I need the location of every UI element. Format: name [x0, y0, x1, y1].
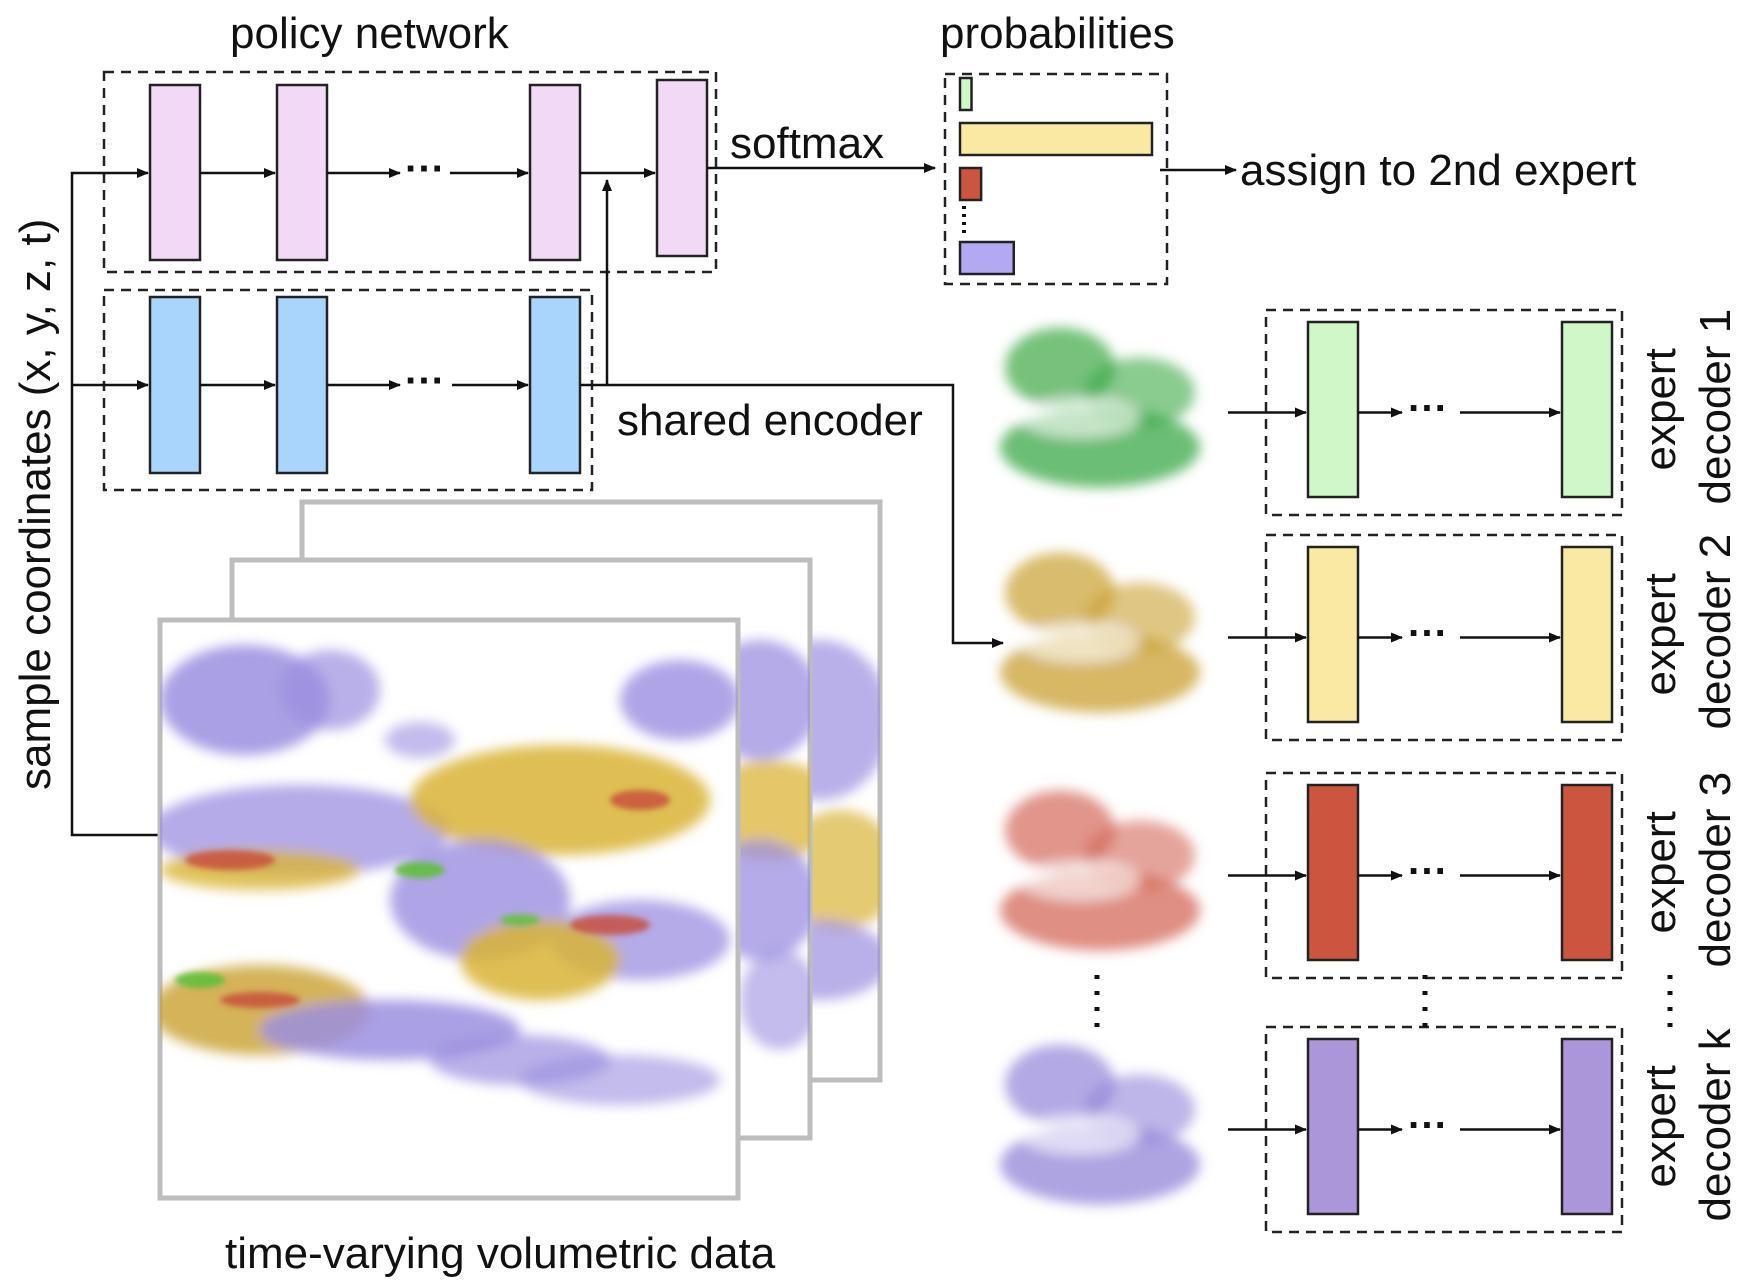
policy-layer-2	[275, 83, 329, 262]
expert-render-1	[1000, 327, 1200, 488]
expert-layer-last-2	[1560, 545, 1614, 724]
encoder-layer-2	[275, 295, 329, 475]
policy-layer-3	[528, 83, 582, 262]
expert-layer-first-4	[1306, 1037, 1360, 1216]
expert-label-1: expert	[1636, 348, 1685, 470]
expert-render-2	[1000, 552, 1200, 713]
assign-label: assign to 2nd expert	[1240, 146, 1636, 195]
expert-decoder-box-2	[1264, 533, 1624, 742]
decoder-label-1: decoder 1	[1691, 309, 1740, 505]
policy-network-title: policy network	[230, 9, 510, 58]
encoder-to-expert-arrow	[580, 383, 1004, 648]
shared-encoder-box	[102, 288, 594, 492]
probabilities-panel	[943, 72, 1169, 286]
expert-label-2: expert	[1636, 573, 1685, 695]
prob-bar-3	[958, 166, 983, 202]
expert-decoder-box-3	[1264, 771, 1624, 980]
expert-1: ··· expert decoder 1	[1000, 308, 1740, 517]
prob-bar-k	[958, 240, 1016, 276]
encoder-layer-3	[528, 295, 582, 475]
policy-network: ···	[102, 70, 718, 274]
expert-layer-first-3	[1306, 783, 1360, 962]
decoder-label-4: decoder k	[1691, 1027, 1740, 1221]
policy-layer-1	[148, 83, 202, 262]
expert-render-4	[1000, 1044, 1200, 1205]
expert-label-3: expert	[1636, 811, 1685, 933]
coords-to-policy-arrow	[70, 168, 160, 837]
volume-render-front	[160, 645, 738, 1105]
prob-bar-1	[958, 76, 973, 112]
prob-bar-2	[958, 121, 1154, 157]
volumetric-data-label: time-varying volumetric data	[225, 1229, 776, 1278]
decoder-label-2: decoder 2	[1691, 534, 1740, 730]
expert-ellipsis-4: ···	[1408, 1104, 1448, 1148]
encoder-ellipsis: ···	[405, 359, 445, 403]
expert-label-4: expert	[1636, 1065, 1685, 1187]
expert-layer-last-3	[1560, 783, 1614, 962]
expert-2: ··· expert decoder 2	[1000, 533, 1740, 742]
softmax-label: softmax	[730, 119, 884, 168]
expert-render-3	[1000, 790, 1200, 951]
probability-bars	[958, 76, 1154, 276]
expert-ellipsis-2: ···	[1408, 612, 1448, 656]
probabilities-box	[943, 72, 1169, 286]
expert-layer-last-1	[1560, 320, 1614, 499]
shared-encoder: ···	[102, 179, 1004, 648]
decoder-label-3: decoder 3	[1691, 772, 1740, 968]
shared-encoder-label: shared encoder	[617, 396, 923, 445]
expert-decoder-box-1	[1264, 308, 1624, 517]
policy-network-box	[102, 70, 718, 274]
expert-4: ··· expert decoder k	[1000, 1025, 1740, 1234]
encoder-layer-1	[148, 295, 202, 475]
expert-layer-last-4	[1560, 1037, 1614, 1216]
expert-ellipsis-1: ···	[1408, 387, 1448, 431]
expert-layer-first-1	[1306, 320, 1360, 499]
volumetric-stack	[157, 499, 883, 1201]
experts: ··· expert decoder 1··· expert decoder 2··· e…	[1000, 308, 1740, 1234]
expert-3: ··· expert decoder 3	[1000, 771, 1740, 980]
expert-layer-first-2	[1306, 545, 1360, 724]
policy-ellipsis: ···	[405, 147, 445, 191]
expert-ellipsis-3: ···	[1408, 850, 1448, 894]
sample-coordinates-label: sample coordinates (x, y, z, t)	[11, 219, 60, 790]
probabilities-title: probabilities	[940, 9, 1175, 58]
expert-decoder-box-4	[1264, 1025, 1624, 1234]
policy-layer-4	[655, 78, 709, 258]
